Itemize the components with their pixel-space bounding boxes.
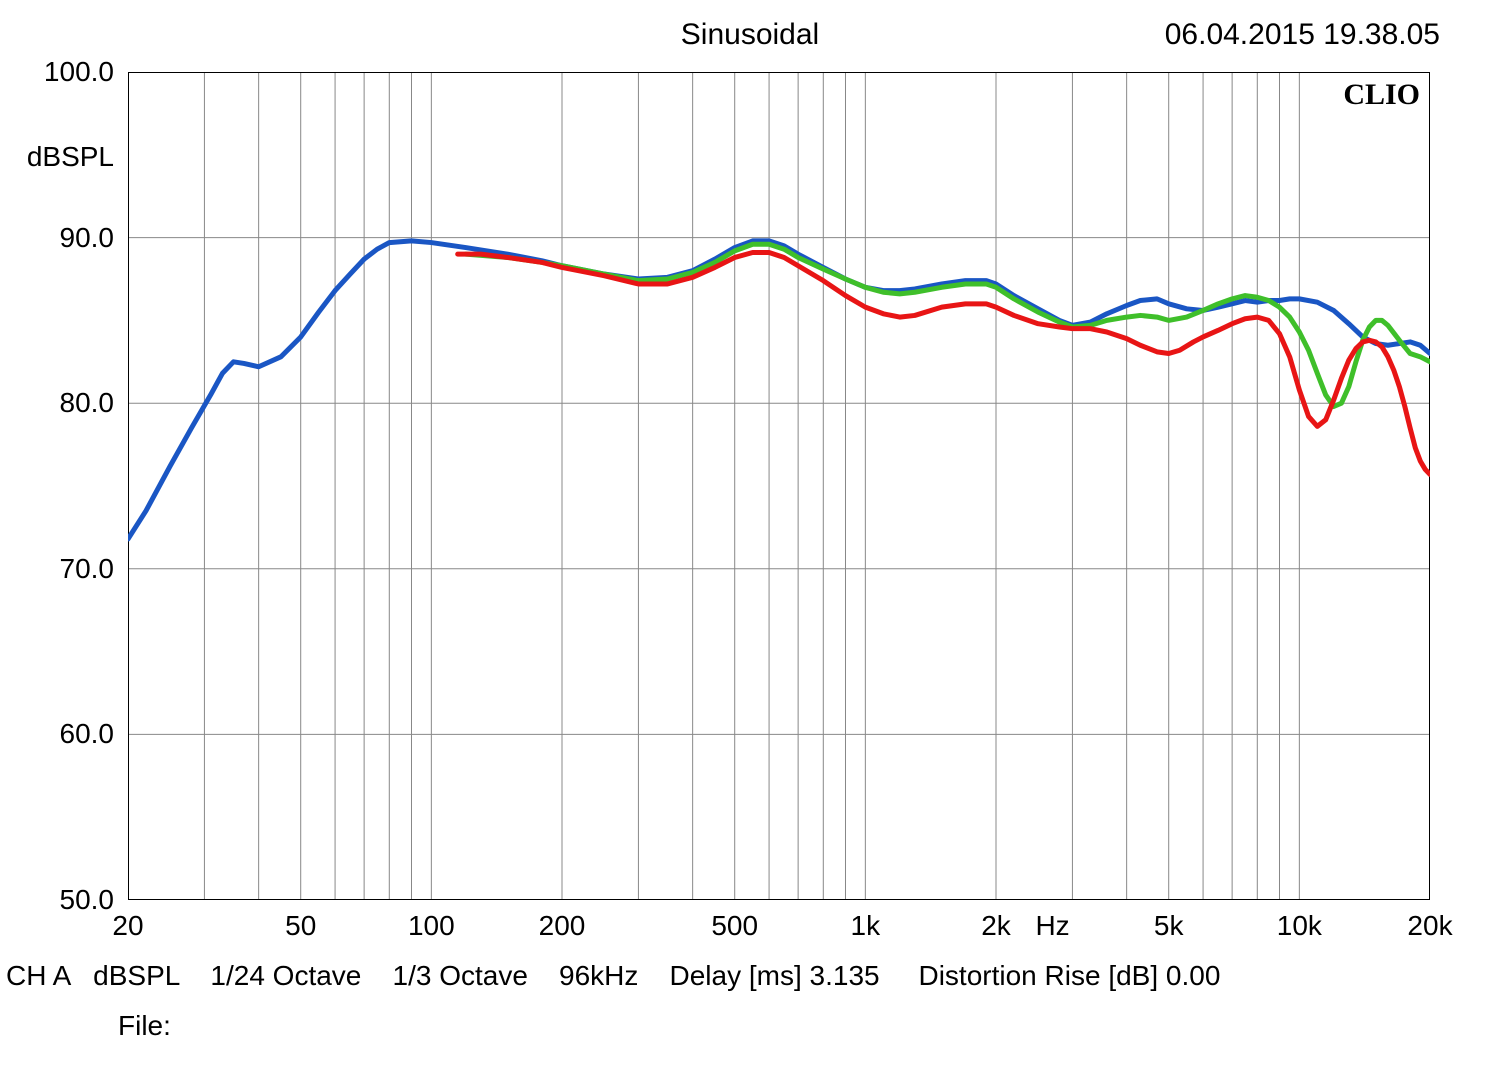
y-tick-label: 90.0: [60, 222, 129, 254]
x-tick-label: 100: [408, 900, 455, 942]
clio-logo: CLIO: [1343, 78, 1420, 112]
chart-timestamp: 06.04.2015 19.38.05: [1165, 18, 1440, 52]
x-tick-label: 2k: [981, 900, 1011, 942]
x-tick-label: 500: [711, 900, 758, 942]
x-tick-label: 10k: [1277, 900, 1322, 942]
x-tick-label: 200: [539, 900, 586, 942]
y-axis-unit-label: dBSPL: [27, 141, 128, 173]
y-tick-label: 60.0: [60, 718, 129, 750]
plot-area: CLIO dBSPL 50.060.070.080.090.0100.02050…: [128, 72, 1430, 900]
x-tick-label: 20k: [1407, 900, 1452, 942]
x-axis-unit-label: Hz: [1035, 900, 1069, 942]
x-tick-label: 5k: [1154, 900, 1184, 942]
x-tick-label: 1k: [851, 900, 881, 942]
y-tick-label: 100.0: [44, 56, 128, 88]
y-tick-label: 80.0: [60, 387, 129, 419]
plot-svg: [128, 72, 1430, 900]
y-tick-label: 70.0: [60, 553, 129, 585]
footer-file-label: File:: [118, 1010, 171, 1042]
chart-container: Sinusoidal 06.04.2015 19.38.05 CLIO dBSP…: [0, 0, 1500, 1074]
footer-line-1: CH A dBSPL 1/24 Octave 1/3 Octave 96kHz …: [6, 960, 1496, 992]
x-tick-label: 50: [285, 900, 316, 942]
x-tick-label: 20: [112, 900, 143, 942]
